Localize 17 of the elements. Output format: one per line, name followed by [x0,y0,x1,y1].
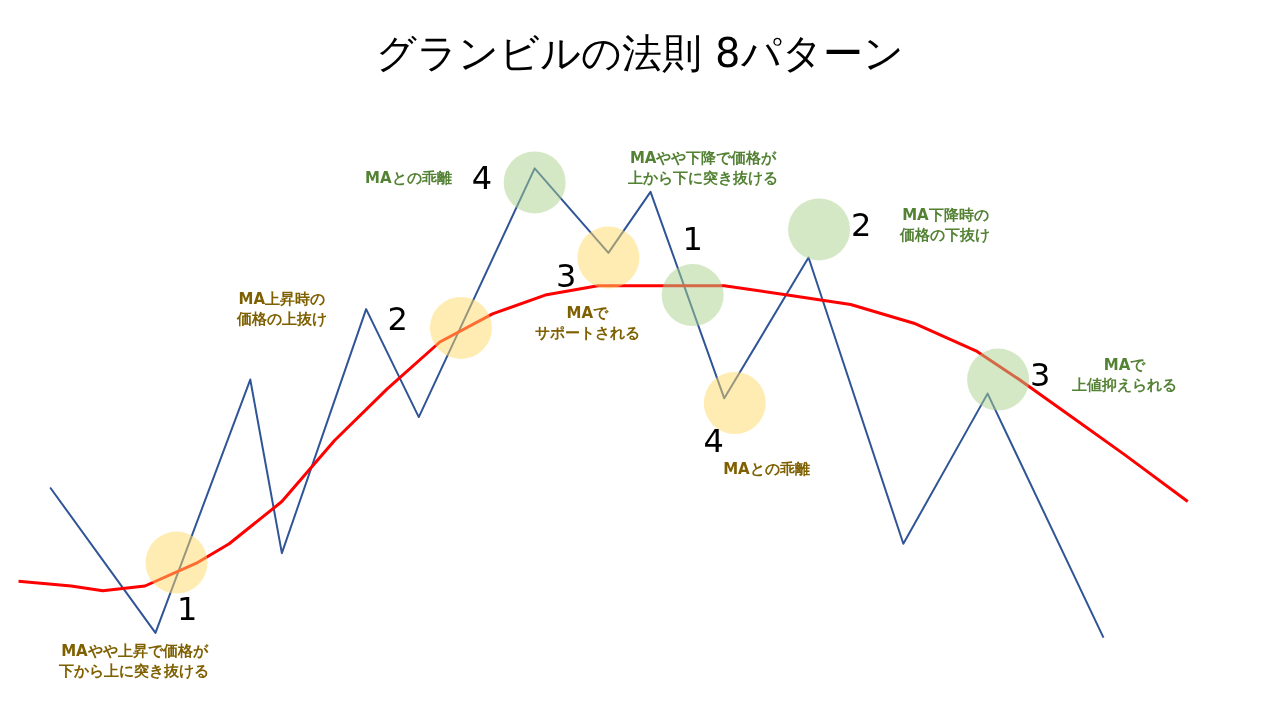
annotation: 1 [682,219,703,258]
annotation: MAとの乖離 [723,459,810,478]
annotation: MAとの乖離 [364,168,452,187]
annotation: 2 [387,299,408,338]
chart-title: グランビルの法則 8パターン [375,29,905,78]
annotation: 3 [556,257,577,296]
annotation: 4 [703,421,724,460]
annotation: MAで上値抑えられる [1071,355,1178,394]
annotation: MAでサポートされる [534,304,640,343]
annotation: 2 [851,205,872,244]
annotation: MA上昇時の価格の上抜け [235,290,327,329]
annotation: 1 [176,590,198,629]
annotation: MA下降時の価格の下抜け [899,205,991,244]
text: MAやや上昇で価格が下から上に突き抜ける [58,642,210,681]
annotation: 4 [471,158,493,197]
annotation: MAやや下降で価格が上から下に突き抜ける [627,149,779,188]
annotation: 3 [1030,355,1051,394]
